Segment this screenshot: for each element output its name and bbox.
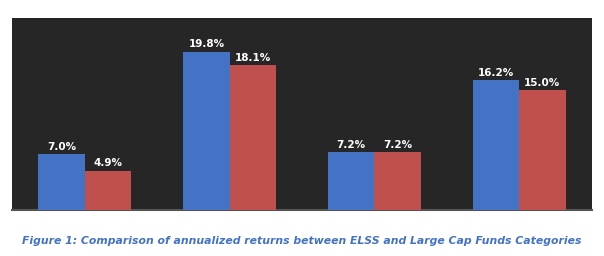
Bar <box>85 171 131 210</box>
Text: 7.2%: 7.2% <box>336 140 366 150</box>
Text: 15.0%: 15.0% <box>524 78 561 88</box>
Bar <box>473 80 519 210</box>
Text: 16.2%: 16.2% <box>478 68 514 78</box>
Bar <box>374 152 421 210</box>
Text: 19.8%: 19.8% <box>188 39 225 49</box>
Text: Figure 1: Comparison of annualized returns between ELSS and Large Cap Funds Cate: Figure 1: Comparison of annualized retur… <box>22 236 582 246</box>
Bar <box>230 65 276 210</box>
Bar <box>328 152 374 210</box>
Text: 18.1%: 18.1% <box>234 53 271 63</box>
Text: 7.0%: 7.0% <box>47 142 76 152</box>
Bar <box>39 154 85 210</box>
Text: 7.2%: 7.2% <box>383 140 412 150</box>
Bar <box>183 51 230 210</box>
Text: 4.9%: 4.9% <box>94 158 123 168</box>
Bar <box>519 90 565 210</box>
